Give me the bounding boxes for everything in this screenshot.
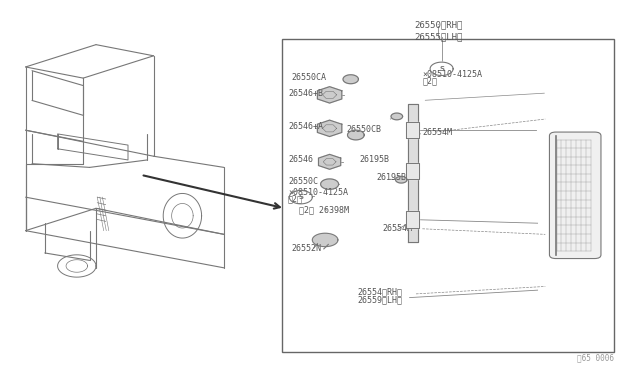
Text: 26550CB: 26550CB [347, 125, 382, 134]
Text: 26550C: 26550C [288, 177, 318, 186]
Text: 26550CA: 26550CA [292, 73, 327, 81]
Text: 26195B: 26195B [360, 155, 390, 164]
Polygon shape [406, 122, 419, 138]
Text: （2）: （2） [422, 76, 437, 85]
Text: 26195B: 26195B [376, 173, 406, 182]
Text: 26554M: 26554M [422, 128, 452, 137]
Polygon shape [430, 62, 453, 76]
Polygon shape [289, 190, 312, 204]
Text: S: S [298, 194, 303, 200]
FancyBboxPatch shape [550, 132, 601, 259]
Polygon shape [319, 154, 340, 169]
Text: 26554（RH）: 26554（RH） [357, 288, 402, 296]
Text: （2）: （2） [288, 195, 303, 203]
Polygon shape [317, 87, 342, 103]
Bar [282, 39, 614, 352]
Polygon shape [348, 130, 364, 140]
Text: 26559（LH）: 26559（LH） [357, 295, 402, 304]
Text: ×08510-4125A: ×08510-4125A [422, 70, 483, 79]
Polygon shape [391, 113, 403, 120]
Text: （2） 26398M: （2） 26398M [299, 206, 349, 215]
Text: 26550（RH）
26555（LH）: 26550（RH） 26555（LH） [414, 20, 463, 41]
Polygon shape [406, 163, 419, 179]
Polygon shape [321, 179, 339, 189]
Polygon shape [396, 176, 407, 183]
Polygon shape [317, 120, 342, 137]
Text: ⥲65 0006: ⥲65 0006 [577, 354, 614, 363]
Polygon shape [343, 75, 358, 84]
Text: 26546+B: 26546+B [288, 89, 323, 98]
Text: ×08510-4125A: ×08510-4125A [288, 188, 348, 197]
Polygon shape [312, 233, 338, 247]
Text: 26554M: 26554M [383, 224, 413, 233]
Text: 26546+A: 26546+A [288, 122, 323, 131]
Polygon shape [406, 211, 419, 228]
Text: 26546: 26546 [288, 155, 313, 164]
Text: 26552N: 26552N [291, 244, 321, 253]
Polygon shape [408, 104, 418, 242]
Text: S: S [439, 66, 444, 72]
